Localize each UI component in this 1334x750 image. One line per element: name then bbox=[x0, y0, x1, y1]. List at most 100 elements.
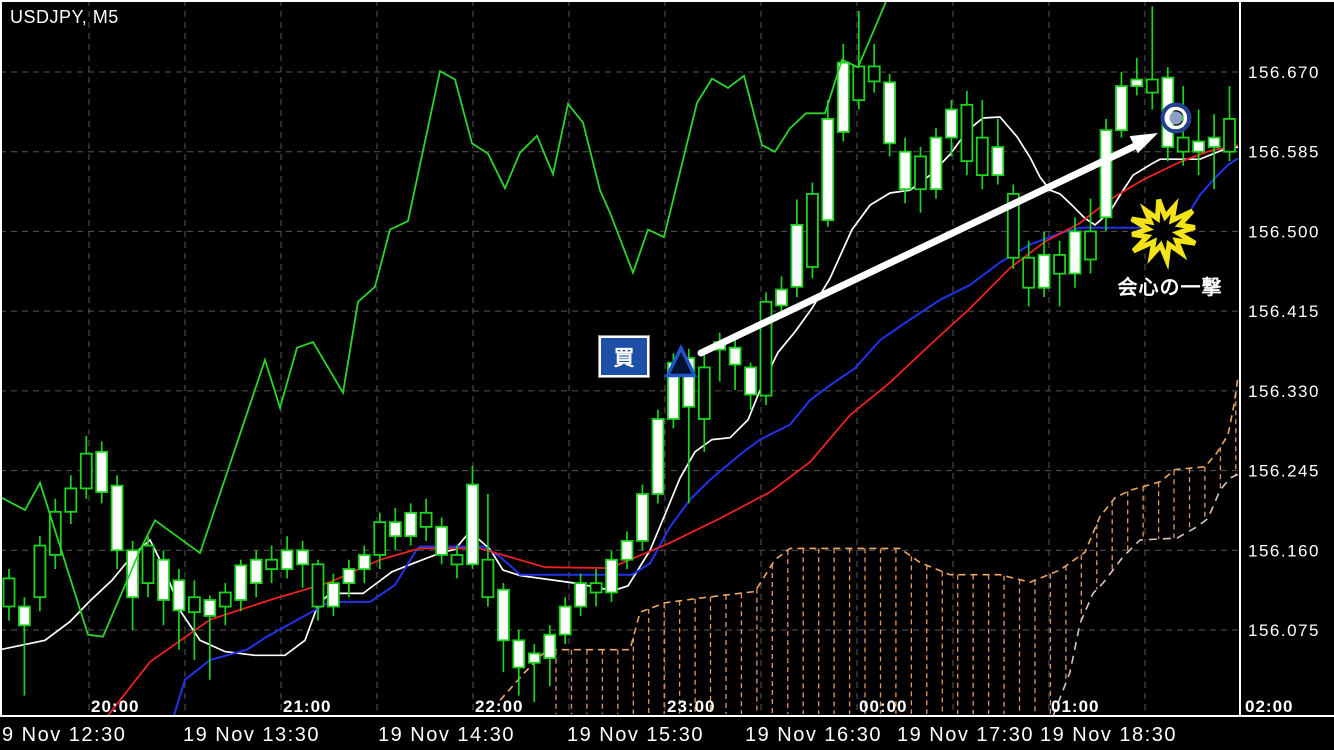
candle-body bbox=[1037, 253, 1051, 289]
candle-body bbox=[1084, 230, 1097, 261]
candle-body bbox=[2, 577, 16, 608]
candle-body bbox=[342, 568, 356, 585]
time-axis-hour-label: 02:00 bbox=[1245, 697, 1293, 716]
trend-arrow-shaft[interactable] bbox=[697, 142, 1139, 357]
candle-body bbox=[126, 549, 139, 599]
candle-body bbox=[249, 558, 263, 585]
candle-body bbox=[1068, 230, 1082, 275]
candle-body bbox=[867, 65, 881, 83]
candle-body bbox=[682, 357, 696, 408]
critical-hit-text[interactable]: 会心の一撃 bbox=[1117, 277, 1223, 299]
entry-circle-outer[interactable] bbox=[1160, 102, 1192, 134]
candle-body bbox=[991, 146, 1005, 177]
candle-body bbox=[821, 118, 835, 222]
candle-body bbox=[728, 346, 742, 366]
candle-body bbox=[806, 192, 819, 268]
candle-body bbox=[404, 511, 418, 538]
candle-body bbox=[775, 288, 788, 307]
time-axis-date-label: 19 Nov 16:30 bbox=[745, 724, 882, 746]
time-axis-date-label: 19 Nov 13:30 bbox=[183, 724, 320, 746]
candle-body bbox=[697, 366, 711, 420]
candle-body bbox=[1223, 118, 1236, 153]
price-axis-label: 156.415 bbox=[1248, 302, 1320, 321]
candle-body bbox=[187, 596, 201, 614]
candle-body bbox=[620, 540, 634, 561]
candle-body bbox=[172, 579, 186, 612]
entry-circle-center bbox=[1169, 111, 1183, 125]
candle-body bbox=[527, 652, 541, 664]
buy-signal-label[interactable]: 買 bbox=[598, 335, 650, 378]
candle-body bbox=[419, 511, 433, 528]
candle-body bbox=[33, 544, 47, 599]
candle-body bbox=[836, 61, 850, 133]
candle-body bbox=[1192, 140, 1205, 153]
buy-triangle-marker[interactable] bbox=[664, 344, 698, 378]
time-axis-date-label: 9 Nov 12:30 bbox=[2, 724, 126, 746]
candles bbox=[2, 6, 1236, 703]
time-axis-hour-label: 20:00 bbox=[91, 697, 139, 716]
candle-body bbox=[1006, 192, 1020, 259]
chart-annotations[interactable] bbox=[664, 102, 1197, 378]
candle-body bbox=[945, 108, 958, 139]
candle-body bbox=[759, 300, 773, 397]
candle-body bbox=[1207, 136, 1221, 148]
price-axis-label: 156.500 bbox=[1248, 222, 1320, 241]
time-axis-hour-label: 21:00 bbox=[283, 697, 331, 716]
cloud-upper-boundary bbox=[499, 376, 1239, 701]
time-axis-hour-label: 23:00 bbox=[667, 697, 715, 716]
candle-body bbox=[589, 582, 603, 594]
candle-body bbox=[1099, 129, 1113, 219]
ichimoku-cloud bbox=[499, 376, 1239, 716]
candle-body bbox=[929, 136, 943, 191]
candle-body bbox=[651, 418, 665, 495]
time-axis-date-label: 19 Nov 18:30 bbox=[1040, 724, 1177, 746]
candle-body bbox=[79, 452, 93, 490]
entry-circle-ring bbox=[1164, 106, 1188, 130]
candle-body bbox=[1022, 256, 1036, 289]
candle-body bbox=[543, 633, 557, 660]
candle-body bbox=[157, 558, 170, 601]
candle-body bbox=[512, 639, 526, 669]
candle-body bbox=[558, 605, 572, 636]
zigzag-line bbox=[0, 0, 888, 638]
candle-body bbox=[265, 558, 279, 571]
time-axis-hour-label: 22:00 bbox=[475, 697, 523, 716]
candle-body bbox=[744, 366, 757, 396]
candle-body bbox=[574, 582, 587, 608]
blue-ma-line bbox=[172, 157, 1239, 716]
candle-body bbox=[64, 487, 78, 513]
candle-body bbox=[898, 150, 912, 191]
cloud-lower-boundary bbox=[1052, 473, 1239, 716]
candle-body bbox=[203, 599, 217, 617]
candle-body bbox=[883, 81, 896, 145]
candle-body bbox=[1115, 85, 1128, 132]
candle-body bbox=[466, 483, 479, 566]
candle-body bbox=[296, 549, 310, 566]
candle-body bbox=[1176, 136, 1190, 153]
candle-body bbox=[481, 558, 495, 599]
candle-body bbox=[1053, 253, 1066, 275]
time-axis-date-label: 19 Nov 17:30 bbox=[897, 724, 1034, 746]
trend-arrow-head[interactable] bbox=[1129, 133, 1158, 154]
price-axis-label: 156.585 bbox=[1248, 143, 1320, 162]
time-axis-date-label: 19 Nov 14:30 bbox=[378, 724, 515, 746]
candle-body bbox=[95, 450, 109, 493]
price-axis-label: 156.075 bbox=[1248, 621, 1320, 640]
time-axis-date-label: 19 Nov 15:30 bbox=[567, 724, 704, 746]
burst-icon[interactable] bbox=[1130, 197, 1197, 271]
price-axis-label: 156.670 bbox=[1248, 63, 1320, 82]
candle-body bbox=[373, 521, 387, 556]
candle-body bbox=[605, 558, 618, 594]
time-axis-hour-label: 00:00 bbox=[859, 697, 907, 716]
candle-body bbox=[388, 521, 402, 538]
candle-body bbox=[960, 103, 974, 163]
white-band-line bbox=[0, 116, 1239, 657]
candle-body bbox=[636, 493, 649, 542]
candle-body bbox=[326, 582, 340, 608]
indicator-lines bbox=[0, 116, 1239, 716]
time-axis-hour-label: 01:00 bbox=[1051, 697, 1099, 716]
candle-body bbox=[218, 591, 232, 608]
